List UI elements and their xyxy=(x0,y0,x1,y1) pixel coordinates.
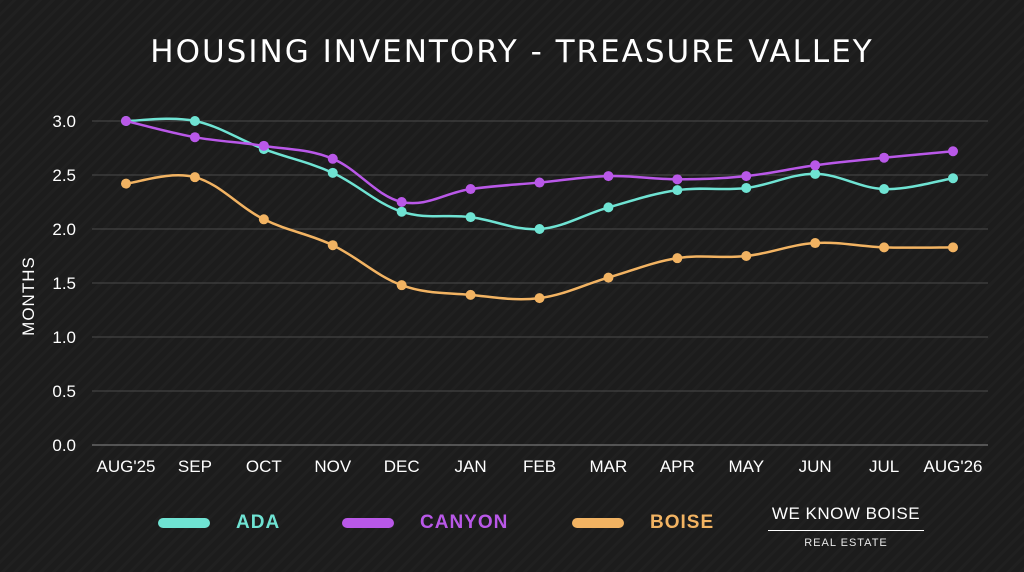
legend-swatch-canyon xyxy=(342,518,394,528)
data-point-boise xyxy=(534,293,545,304)
series-line-boise xyxy=(124,174,955,301)
brand-subtitle: REAL ESTATE xyxy=(804,537,888,549)
data-point-canyon xyxy=(672,174,683,185)
legend-label-canyon: CANYON xyxy=(420,512,509,533)
legend-item-ada: ADA xyxy=(158,512,280,534)
data-point-ada xyxy=(189,116,200,126)
data-point-boise xyxy=(396,280,407,291)
y-tick-label: 2.0 xyxy=(52,220,76,239)
data-point-canyon xyxy=(396,197,407,207)
y-tick-label: 2.5 xyxy=(52,166,76,185)
y-axis-label: MONTHS xyxy=(19,256,38,336)
x-tick-label: MAY xyxy=(728,457,764,476)
data-point-ada xyxy=(327,167,338,178)
data-point-canyon xyxy=(603,171,614,182)
data-point-ada xyxy=(396,206,407,217)
data-point-canyon xyxy=(189,132,200,143)
legend-item-boise: BOISE xyxy=(572,512,714,534)
x-tick-label: AUG'26 xyxy=(924,457,983,476)
data-point-canyon xyxy=(327,153,338,164)
legend: ADA CANYON BOISE xyxy=(0,512,1024,542)
data-point-canyon xyxy=(948,146,958,157)
data-point-ada xyxy=(741,182,752,193)
data-point-boise xyxy=(465,289,476,300)
y-tick-label: 0.0 xyxy=(52,436,76,455)
data-point-boise xyxy=(879,242,890,253)
data-point-boise xyxy=(121,178,131,189)
data-point-boise xyxy=(741,251,752,261)
x-tick-label: AUG'25 xyxy=(97,457,156,476)
data-point-canyon xyxy=(258,140,269,151)
data-point-ada xyxy=(810,168,821,179)
data-point-ada xyxy=(948,173,958,184)
data-point-boise xyxy=(258,214,269,225)
legend-item-canyon: CANYON xyxy=(342,512,508,534)
data-point-ada xyxy=(879,184,890,195)
x-tick-label: JAN xyxy=(455,457,487,476)
series-boise xyxy=(121,172,958,304)
y-tick-label: 1.5 xyxy=(52,274,76,293)
data-point-canyon xyxy=(465,184,476,195)
data-point-boise xyxy=(189,172,200,183)
x-tick-label: OCT xyxy=(246,457,282,476)
data-point-ada xyxy=(603,202,614,213)
x-tick-label: SEP xyxy=(178,457,212,476)
brand-name: WE KNOW BOISE xyxy=(768,504,924,531)
series-canyon xyxy=(121,116,958,207)
data-point-ada xyxy=(534,224,545,234)
series-lines xyxy=(121,116,958,304)
gridlines xyxy=(92,120,988,446)
x-tick-label: APR xyxy=(660,457,695,476)
series-line-ada xyxy=(124,117,955,231)
x-tick-label: JUN xyxy=(799,457,832,476)
x-tick-label: DEC xyxy=(384,457,420,476)
legend-swatch-ada xyxy=(158,518,210,528)
x-tick-label: NOV xyxy=(314,457,352,476)
data-point-boise xyxy=(810,238,821,249)
legend-label-ada: ADA xyxy=(236,512,281,533)
y-tick-label: 1.0 xyxy=(52,328,76,347)
data-point-canyon xyxy=(121,116,131,126)
data-point-canyon xyxy=(879,152,890,163)
data-point-ada xyxy=(465,212,476,223)
data-point-canyon xyxy=(534,177,545,188)
data-point-canyon xyxy=(810,160,821,171)
data-point-boise xyxy=(672,253,683,264)
x-axis-ticks: AUG'25 SEP OCT NOV DEC JAN FEB MAR APR MAY JUN JUL A… xyxy=(97,457,983,476)
y-tick-label: 3.0 xyxy=(52,112,76,131)
data-point-ada xyxy=(672,185,683,196)
chart-title: HOUSING INVENTORY - TREASURE VALLEY xyxy=(150,34,874,70)
x-tick-label: FEB xyxy=(523,457,556,476)
series-line-canyon xyxy=(124,119,955,205)
y-tick-label: 0.5 xyxy=(52,382,76,401)
x-tick-label: MAR xyxy=(590,457,628,476)
data-point-boise xyxy=(327,240,338,251)
data-point-boise xyxy=(948,242,958,253)
brand-logo: WE KNOW BOISE REAL ESTATE xyxy=(768,504,924,549)
legend-label-boise: BOISE xyxy=(650,512,715,533)
data-point-canyon xyxy=(741,171,752,182)
legend-swatch-boise xyxy=(572,518,624,528)
data-point-boise xyxy=(603,272,614,283)
y-axis-ticks: 0.0 0.5 1.0 1.5 2.0 2.5 3.0 xyxy=(52,112,76,455)
x-tick-label: JUL xyxy=(869,457,899,476)
